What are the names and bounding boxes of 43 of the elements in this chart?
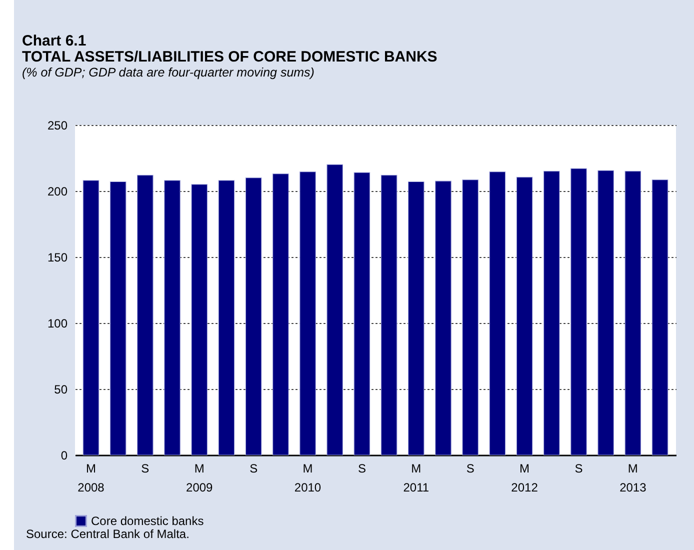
- bar: [380, 174, 398, 456]
- x-tick-label: M 2011: [403, 462, 430, 494]
- bar: [408, 181, 424, 456]
- x-tick-label: M 2013: [620, 462, 647, 494]
- bar: [543, 170, 560, 456]
- bar: [110, 181, 126, 456]
- chart-title: Chart 6.1 TOTAL ASSETS/LIABILITIES OF CORE DOMESTIC BANKS: [22, 32, 438, 66]
- x-tick-label: S: [574, 462, 583, 476]
- bar: [326, 164, 344, 456]
- bar: [245, 178, 262, 456]
- x-tick-label: M 2012: [511, 462, 538, 494]
- y-tick-label: 150: [47, 250, 68, 264]
- source-note: Source: Central Bank of Malta.: [26, 527, 190, 541]
- y-tick-label: 100: [47, 316, 68, 330]
- x-tick-label: S: [141, 462, 150, 476]
- x-tick-label: S: [250, 462, 258, 476]
- bar: [354, 172, 370, 456]
- bar: [137, 174, 154, 456]
- x-tick-label: M 2008: [78, 462, 105, 494]
- y-tick-label: 250: [47, 118, 68, 132]
- bar: [218, 180, 235, 456]
- x-tick-label: M 2009: [186, 462, 214, 494]
- bar: [462, 179, 478, 456]
- bar: [82, 180, 100, 456]
- bar: [570, 168, 587, 456]
- bar: [272, 174, 289, 456]
- x-tick-label: S: [358, 462, 366, 476]
- bar: [598, 170, 614, 456]
- bar: [435, 180, 452, 456]
- x-tick-label: M 2010: [294, 462, 322, 494]
- y-tick-label: 50: [54, 382, 68, 396]
- y-tick-label: 0: [60, 448, 68, 462]
- y-tick-label: 200: [47, 184, 68, 198]
- bar: [164, 180, 180, 456]
- bar: [624, 170, 642, 456]
- bar: [489, 172, 506, 456]
- bar: [300, 172, 316, 456]
- chart-subtitle: (% of GDP; GDP data are four-quarter moving sums): [22, 66, 314, 80]
- bar: [652, 179, 668, 456]
- x-tick-label: S: [466, 462, 474, 476]
- legend-label: Core domestic banks: [91, 514, 204, 528]
- bar: [516, 176, 533, 456]
- bar: [191, 184, 208, 456]
